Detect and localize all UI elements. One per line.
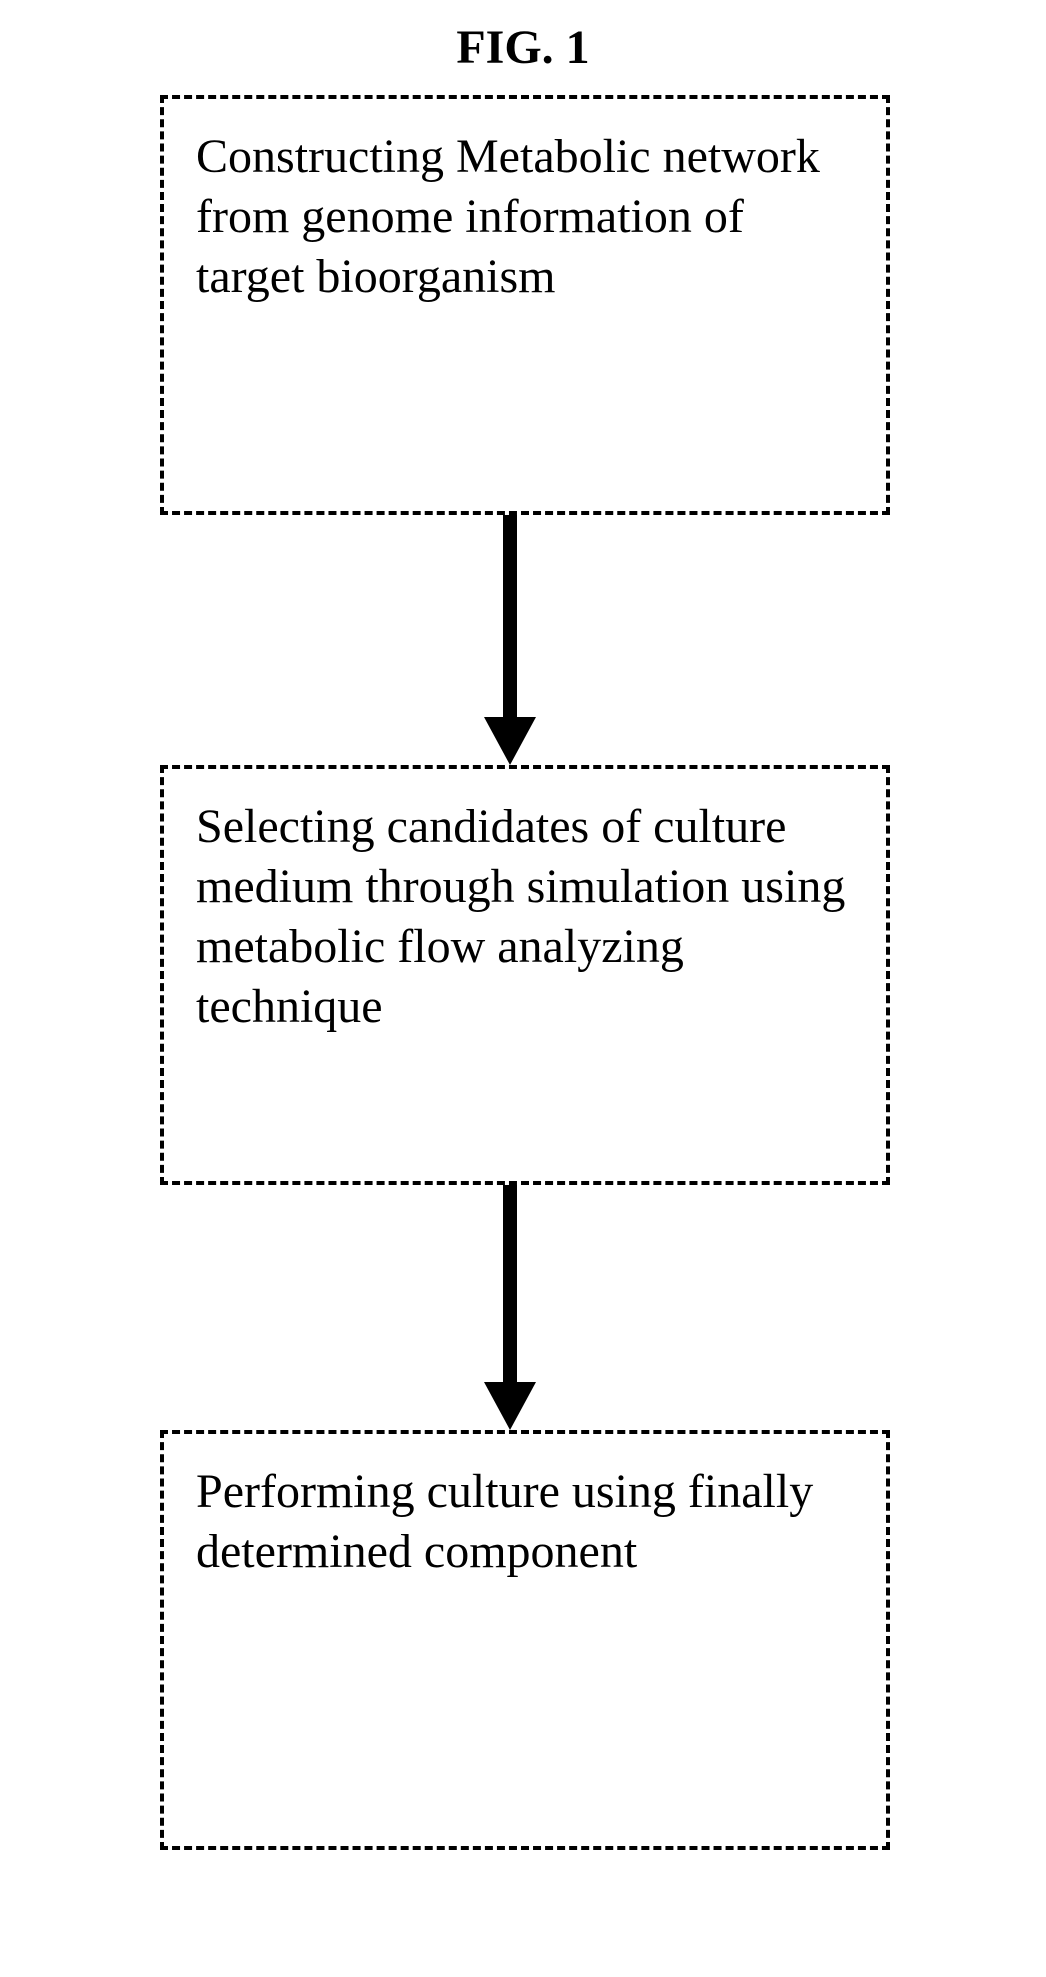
flowchart-node-step2: Selecting candidates of culture medium t… (160, 765, 890, 1185)
flowchart-node-step1: Constructing Metabolic network from geno… (160, 95, 890, 515)
figure-title: FIG. 1 (0, 20, 1046, 75)
flowchart-arrow (470, 1185, 550, 1432)
flowchart-node-text: Constructing Metabolic network from geno… (196, 127, 854, 307)
flowchart-arrow (470, 515, 550, 767)
figure-canvas: FIG. 1 Constructing Metabolic network fr… (0, 0, 1046, 1977)
flowchart-node-step3: Performing culture using finally determi… (160, 1430, 890, 1850)
flowchart-node-text: Performing culture using finally determi… (196, 1462, 854, 1582)
flowchart-node-text: Selecting candidates of culture medium t… (196, 797, 854, 1037)
